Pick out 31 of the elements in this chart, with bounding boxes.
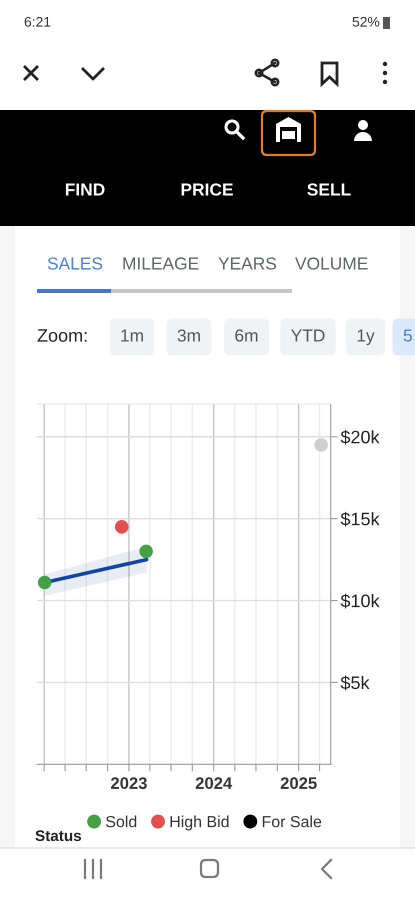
text: YEARS xyxy=(218,257,276,270)
text: FIND xyxy=(66,184,105,196)
y-tick-label: $15k xyxy=(340,512,380,526)
y-tick-label: $20k xyxy=(340,430,380,445)
text: Zoom: xyxy=(38,329,87,342)
text: 5 xyxy=(404,330,412,342)
legend-label: High Bid xyxy=(170,816,229,830)
text: VOLUME xyxy=(295,257,368,270)
text: MILEAGE xyxy=(123,257,198,270)
text: YTD xyxy=(291,330,325,342)
text: PRICE xyxy=(182,183,233,196)
text: 6:21 xyxy=(24,16,50,27)
text: 52% xyxy=(352,16,380,27)
text: 1m xyxy=(121,330,143,342)
x-tick-label: 2025 xyxy=(280,777,317,790)
legend-label: Sold xyxy=(106,816,136,828)
text: Status xyxy=(35,830,82,842)
text: 1y xyxy=(358,330,375,346)
point xyxy=(38,576,52,590)
text: SELL xyxy=(307,183,351,196)
point xyxy=(139,544,153,558)
x-tick-label: 2024 xyxy=(196,777,232,790)
point xyxy=(314,438,328,452)
x-tick-label: 2023 xyxy=(110,777,147,790)
text: 3m xyxy=(178,329,200,342)
y-tick-label: $10k xyxy=(340,594,380,608)
text: SALES xyxy=(48,257,102,270)
y-tick-label: $5k xyxy=(340,676,370,690)
legend-label: For Sale xyxy=(262,816,322,828)
text: 6m xyxy=(235,329,258,342)
point xyxy=(114,520,129,534)
